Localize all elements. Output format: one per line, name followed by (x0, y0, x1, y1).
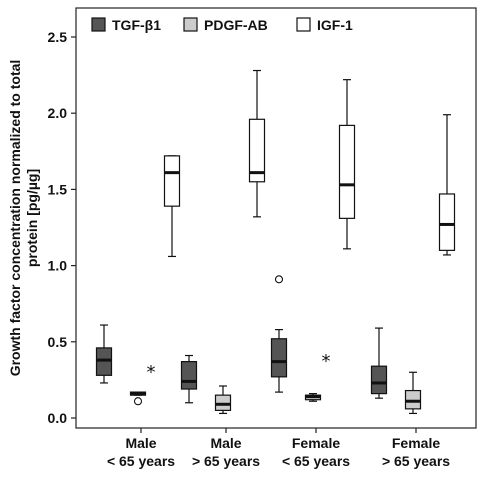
box-body (248, 118, 266, 183)
plot-frame (75, 7, 477, 429)
legend-label: PDGF-AB (204, 17, 268, 33)
x-category-label-line1: Female (392, 435, 440, 451)
box-IGF-1-2 (248, 69, 266, 218)
legend-swatch (91, 17, 106, 32)
box-body (404, 389, 422, 410)
box-body (270, 338, 288, 378)
extreme-point: * (322, 351, 331, 372)
box-body (338, 124, 356, 219)
extreme-point: * (147, 362, 156, 383)
y-tick-label: 1.5 (48, 181, 68, 197)
y-tick-label: 2.0 (48, 105, 68, 121)
legend-swatch (183, 17, 198, 32)
box-body (370, 365, 388, 395)
box-body (95, 347, 113, 376)
x-category-label-line1: Male (210, 435, 241, 451)
legend-label: IGF-1 (317, 17, 353, 33)
legend-item: IGF-1 (296, 17, 353, 33)
y-tick-label: 0.5 (48, 334, 68, 350)
box-body (180, 361, 198, 390)
box-IGF-1-4 (438, 114, 456, 256)
x-category-label-line2: < 65 years (107, 453, 175, 469)
box-PDGF-AB-2 (214, 385, 232, 415)
box-TGF-β1-3 (270, 275, 288, 393)
box-TGF-β1-1 (95, 324, 113, 384)
box-PDGF-AB-3: * (304, 351, 331, 402)
box-body (438, 193, 456, 251)
x-category-label-line2: > 65 years (192, 453, 260, 469)
y-axis-title-line: protein [pg/µg] (24, 169, 40, 267)
x-category-label-line1: Female (292, 435, 340, 451)
box-PDGF-AB-4 (404, 371, 422, 415)
box-IGF-1-1 (163, 155, 181, 258)
y-axis-title-line: Growth factor concentration normalized t… (7, 60, 23, 377)
x-category-label-line2: > 65 years (382, 453, 450, 469)
y-tick-label: 0.0 (48, 410, 68, 426)
y-tick-label: 2.5 (48, 29, 68, 45)
legend-label: TGF-β1 (112, 17, 161, 33)
box-body (214, 394, 232, 411)
legend-item: PDGF-AB (183, 17, 268, 33)
box-TGF-β1-4 (370, 327, 388, 399)
box-IGF-1-3 (338, 79, 356, 250)
box-TGF-β1-2 (180, 354, 198, 404)
box-body (163, 155, 181, 207)
outlier-point (133, 397, 143, 406)
y-axis-title: Growth factor concentration normalized t… (7, 60, 40, 377)
x-category-label-line2: < 65 years (282, 453, 350, 469)
legend-swatch (296, 17, 311, 32)
box-PDGF-AB-1: * (129, 362, 156, 406)
legend-item: TGF-β1 (91, 17, 161, 33)
y-tick-label: 1.0 (48, 258, 68, 274)
x-category-label-line1: Male (125, 435, 156, 451)
outlier-point (274, 275, 284, 284)
